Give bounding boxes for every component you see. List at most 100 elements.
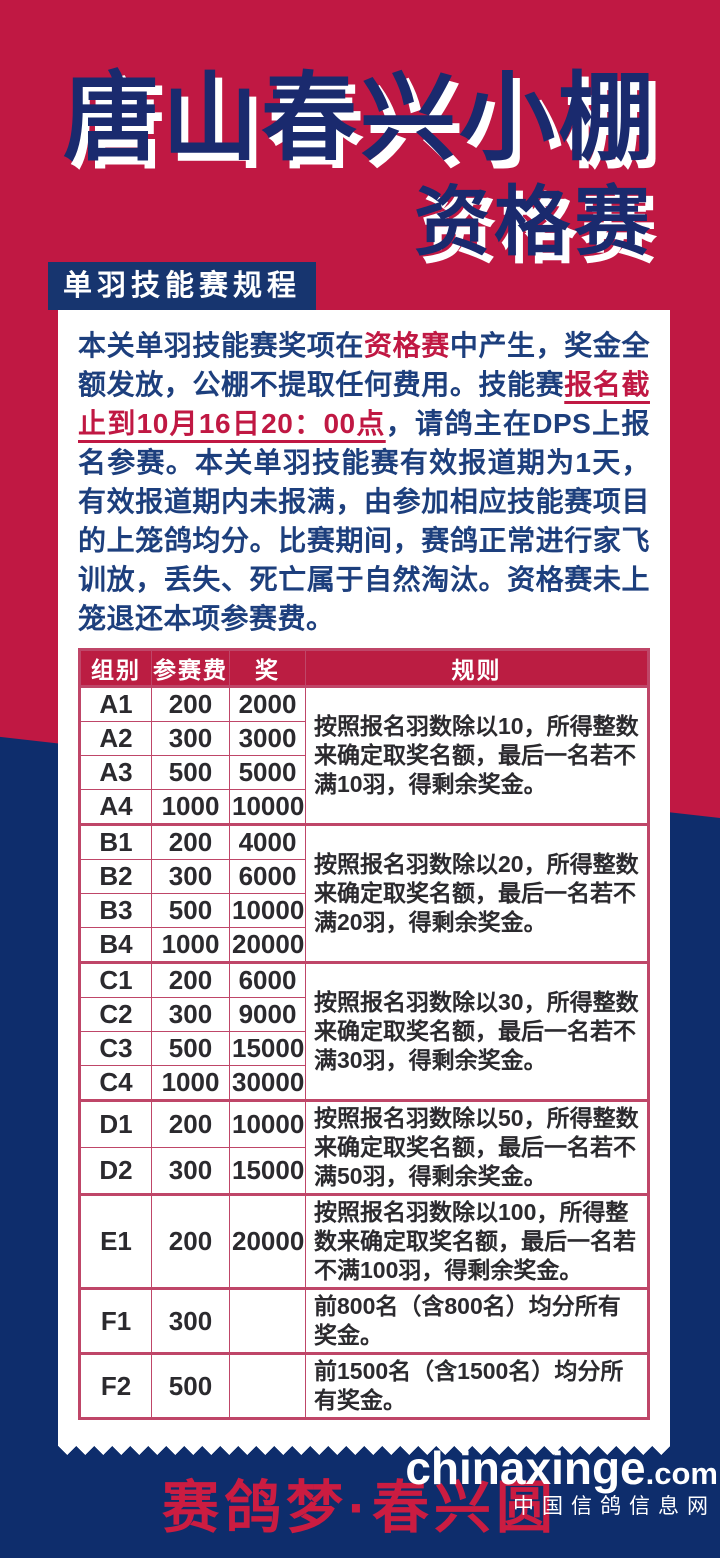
table-row: E1 200 20000 按照报名羽数除以100，所得整数来确定取奖名额，最后一名若不… xyxy=(79,1194,649,1289)
fee-cell: 300 xyxy=(151,1147,230,1195)
fee-cell: 300 xyxy=(151,1288,230,1354)
prize-group: F2 500 前1500名（含1500名）均分所有奖金。 xyxy=(79,1353,649,1419)
group-cell: B3 xyxy=(79,893,152,928)
zigzag-edge xyxy=(58,1442,670,1455)
group-cell: D2 xyxy=(79,1147,152,1195)
prize-table: 组别 参赛费 奖 规则 A1 200 2000 按照报名羽数除以10，所得整数来确定取… xyxy=(78,648,650,1420)
prize-cell xyxy=(229,1353,306,1419)
prize-cell: 20000 xyxy=(229,1194,306,1289)
fee-cell: 500 xyxy=(151,755,230,790)
group-cell: C2 xyxy=(79,997,152,1032)
section-label: 单羽技能赛规程 xyxy=(48,262,317,310)
col-header-rule: 规则 xyxy=(305,649,649,687)
rule-cell: 按照报名羽数除以10，所得整数来确定取奖名额，最后一名若不满10羽，得剩余奖金。 xyxy=(305,686,649,825)
fee-cell: 300 xyxy=(151,859,230,894)
table-row: C1 200 6000 按照报名羽数除以30，所得整数来确定取奖名额，最后一名若不满3… xyxy=(79,962,649,1101)
watermark: chinaxinge.com 中国信鸽信息网 xyxy=(405,1444,718,1518)
rule-cell: 按照报名羽数除以20，所得整数来确定取奖名额，最后一名若不满20羽，得剩余奖金。 xyxy=(305,824,649,963)
prize-cell: 20000 xyxy=(229,927,306,963)
col-header-prize: 奖 xyxy=(229,649,306,687)
table-row: D1 200 10000 按照报名羽数除以50，所得整数来确定取奖名额，最后一名若不满… xyxy=(79,1100,649,1195)
fee-cell: 300 xyxy=(151,997,230,1032)
intro-segment: 报名截止到10月16日20：00点 xyxy=(78,369,650,439)
prize-cell: 10000 xyxy=(229,1100,306,1148)
table-row: D2 300 15000 xyxy=(79,1147,649,1195)
group-cell: A1 xyxy=(79,686,152,722)
col-header-fee: 参赛费 xyxy=(151,649,230,687)
intro-segment: 资格赛 xyxy=(364,330,450,361)
prize-cell: 30000 xyxy=(229,1065,306,1101)
prize-group: B1 200 4000 按照报名羽数除以20，所得整数来确定取奖名额，最后一名若不满2… xyxy=(79,824,649,963)
watermark-tld: .com xyxy=(645,1456,718,1491)
group-cell: B2 xyxy=(79,859,152,894)
fee-cell: 1000 xyxy=(151,789,230,825)
intro-paragraph: 本关单羽技能赛奖项在资格赛中产生，奖金全额发放，公棚不提取任何费用。技能赛报名截… xyxy=(78,326,650,638)
prize-cell: 15000 xyxy=(229,1147,306,1195)
table-row: F2 500 前1500名（含1500名）均分所有奖金。 xyxy=(79,1353,649,1419)
group-cell: C3 xyxy=(79,1031,152,1066)
prize-cell: 9000 xyxy=(229,997,306,1032)
watermark-site-name: 中国信鸽信息网 xyxy=(513,1495,716,1519)
fee-cell: 200 xyxy=(151,962,230,998)
prize-table-head: 组别 参赛费 奖 规则 xyxy=(79,649,649,687)
prize-cell: 10000 xyxy=(229,893,306,928)
prize-cell: 15000 xyxy=(229,1031,306,1066)
rule-cell: 按照报名羽数除以30，所得整数来确定取奖名额，最后一名若不满30羽，得剩余奖金。 xyxy=(305,962,649,1101)
table-row: A2 300 3000 xyxy=(79,721,649,756)
group-cell: A4 xyxy=(79,789,152,825)
prize-group: C1 200 6000 按照报名羽数除以30，所得整数来确定取奖名额，最后一名若不满3… xyxy=(79,962,649,1101)
group-cell: B1 xyxy=(79,824,152,860)
rules-card: 本关单羽技能赛奖项在资格赛中产生，奖金全额发放，公棚不提取任何费用。技能赛报名截… xyxy=(58,310,670,1442)
group-cell: A3 xyxy=(79,755,152,790)
rule-cell: 前800名（含800名）均分所有奖金。 xyxy=(305,1288,649,1354)
rule-cell: 按照报名羽数除以50，所得整数来确定取奖名额，最后一名若不满50羽，得剩余奖金。 xyxy=(305,1100,649,1195)
table-row: B2 300 6000 xyxy=(79,859,649,894)
fee-cell: 500 xyxy=(151,893,230,928)
footer-slogan: 赛鸽梦·春兴圆 xyxy=(162,1476,558,1540)
prize-group: D1 200 10000 按照报名羽数除以50，所得整数来确定取奖名额，最后一名若不满… xyxy=(79,1100,649,1195)
intro-segment: 本关单羽技能赛奖项在 xyxy=(78,330,365,361)
table-row: B4 1000 20000 xyxy=(79,927,649,963)
table-row: C3 500 15000 xyxy=(79,1031,649,1066)
prize-cell: 3000 xyxy=(229,721,306,756)
table-row: F1 300 前800名（含800名）均分所有奖金。 xyxy=(79,1288,649,1354)
table-row: B1 200 4000 按照报名羽数除以20，所得整数来确定取奖名额，最后一名若不满2… xyxy=(79,824,649,963)
group-cell: E1 xyxy=(79,1194,152,1289)
intro-segment: ，请鸽主在DPS上报名参赛。本关单羽技能赛有效报道期为1天，有效报道期内未报满，… xyxy=(78,408,650,634)
fee-cell: 200 xyxy=(151,1194,230,1289)
prize-group: E1 200 20000 按照报名羽数除以100，所得整数来确定取奖名额，最后一名若不… xyxy=(79,1194,649,1289)
prize-cell: 5000 xyxy=(229,755,306,790)
table-row: C4 1000 30000 xyxy=(79,1065,649,1101)
fee-cell: 200 xyxy=(151,686,230,722)
rule-cell: 按照报名羽数除以100，所得整数来确定取奖名额，最后一名若不满100羽，得剩余奖… xyxy=(305,1194,649,1289)
prize-group: F1 300 前800名（含800名）均分所有奖金。 xyxy=(79,1288,649,1354)
col-header-group: 组别 xyxy=(79,649,152,687)
poster-title: 唐山春兴小棚 xyxy=(63,65,657,172)
group-cell: D1 xyxy=(79,1100,152,1148)
group-cell: A2 xyxy=(79,721,152,756)
prize-cell: 4000 xyxy=(229,824,306,860)
fee-cell: 200 xyxy=(151,1100,230,1148)
table-row: A1 200 2000 按照报名羽数除以10，所得整数来确定取奖名额，最后一名若不满1… xyxy=(79,686,649,825)
watermark-domain-line: chinaxinge.com xyxy=(405,1444,718,1492)
group-cell: B4 xyxy=(79,927,152,963)
watermark-domain: chinaxinge xyxy=(405,1442,646,1494)
prize-group: A1 200 2000 按照报名羽数除以10，所得整数来确定取奖名额，最后一名若不满1… xyxy=(79,686,649,825)
group-cell: C4 xyxy=(79,1065,152,1101)
prize-cell: 6000 xyxy=(229,859,306,894)
fee-cell: 500 xyxy=(151,1353,230,1419)
intro-segment: 中产生，奖金全额发放，公棚不提取任何费用。技能赛 xyxy=(78,330,650,400)
group-cell: F2 xyxy=(79,1353,152,1419)
header-row: 组别 参赛费 奖 规则 xyxy=(79,649,649,687)
fee-cell: 1000 xyxy=(151,927,230,963)
prize-cell xyxy=(229,1288,306,1354)
prize-cell: 10000 xyxy=(229,789,306,825)
rule-cell: 前1500名（含1500名）均分所有奖金。 xyxy=(305,1353,649,1419)
prize-cell: 6000 xyxy=(229,962,306,998)
group-cell: F1 xyxy=(79,1288,152,1354)
fee-cell: 300 xyxy=(151,721,230,756)
fee-cell: 1000 xyxy=(151,1065,230,1101)
table-row: B3 500 10000 xyxy=(79,893,649,928)
poster-subtitle: 资格赛 xyxy=(414,181,654,265)
